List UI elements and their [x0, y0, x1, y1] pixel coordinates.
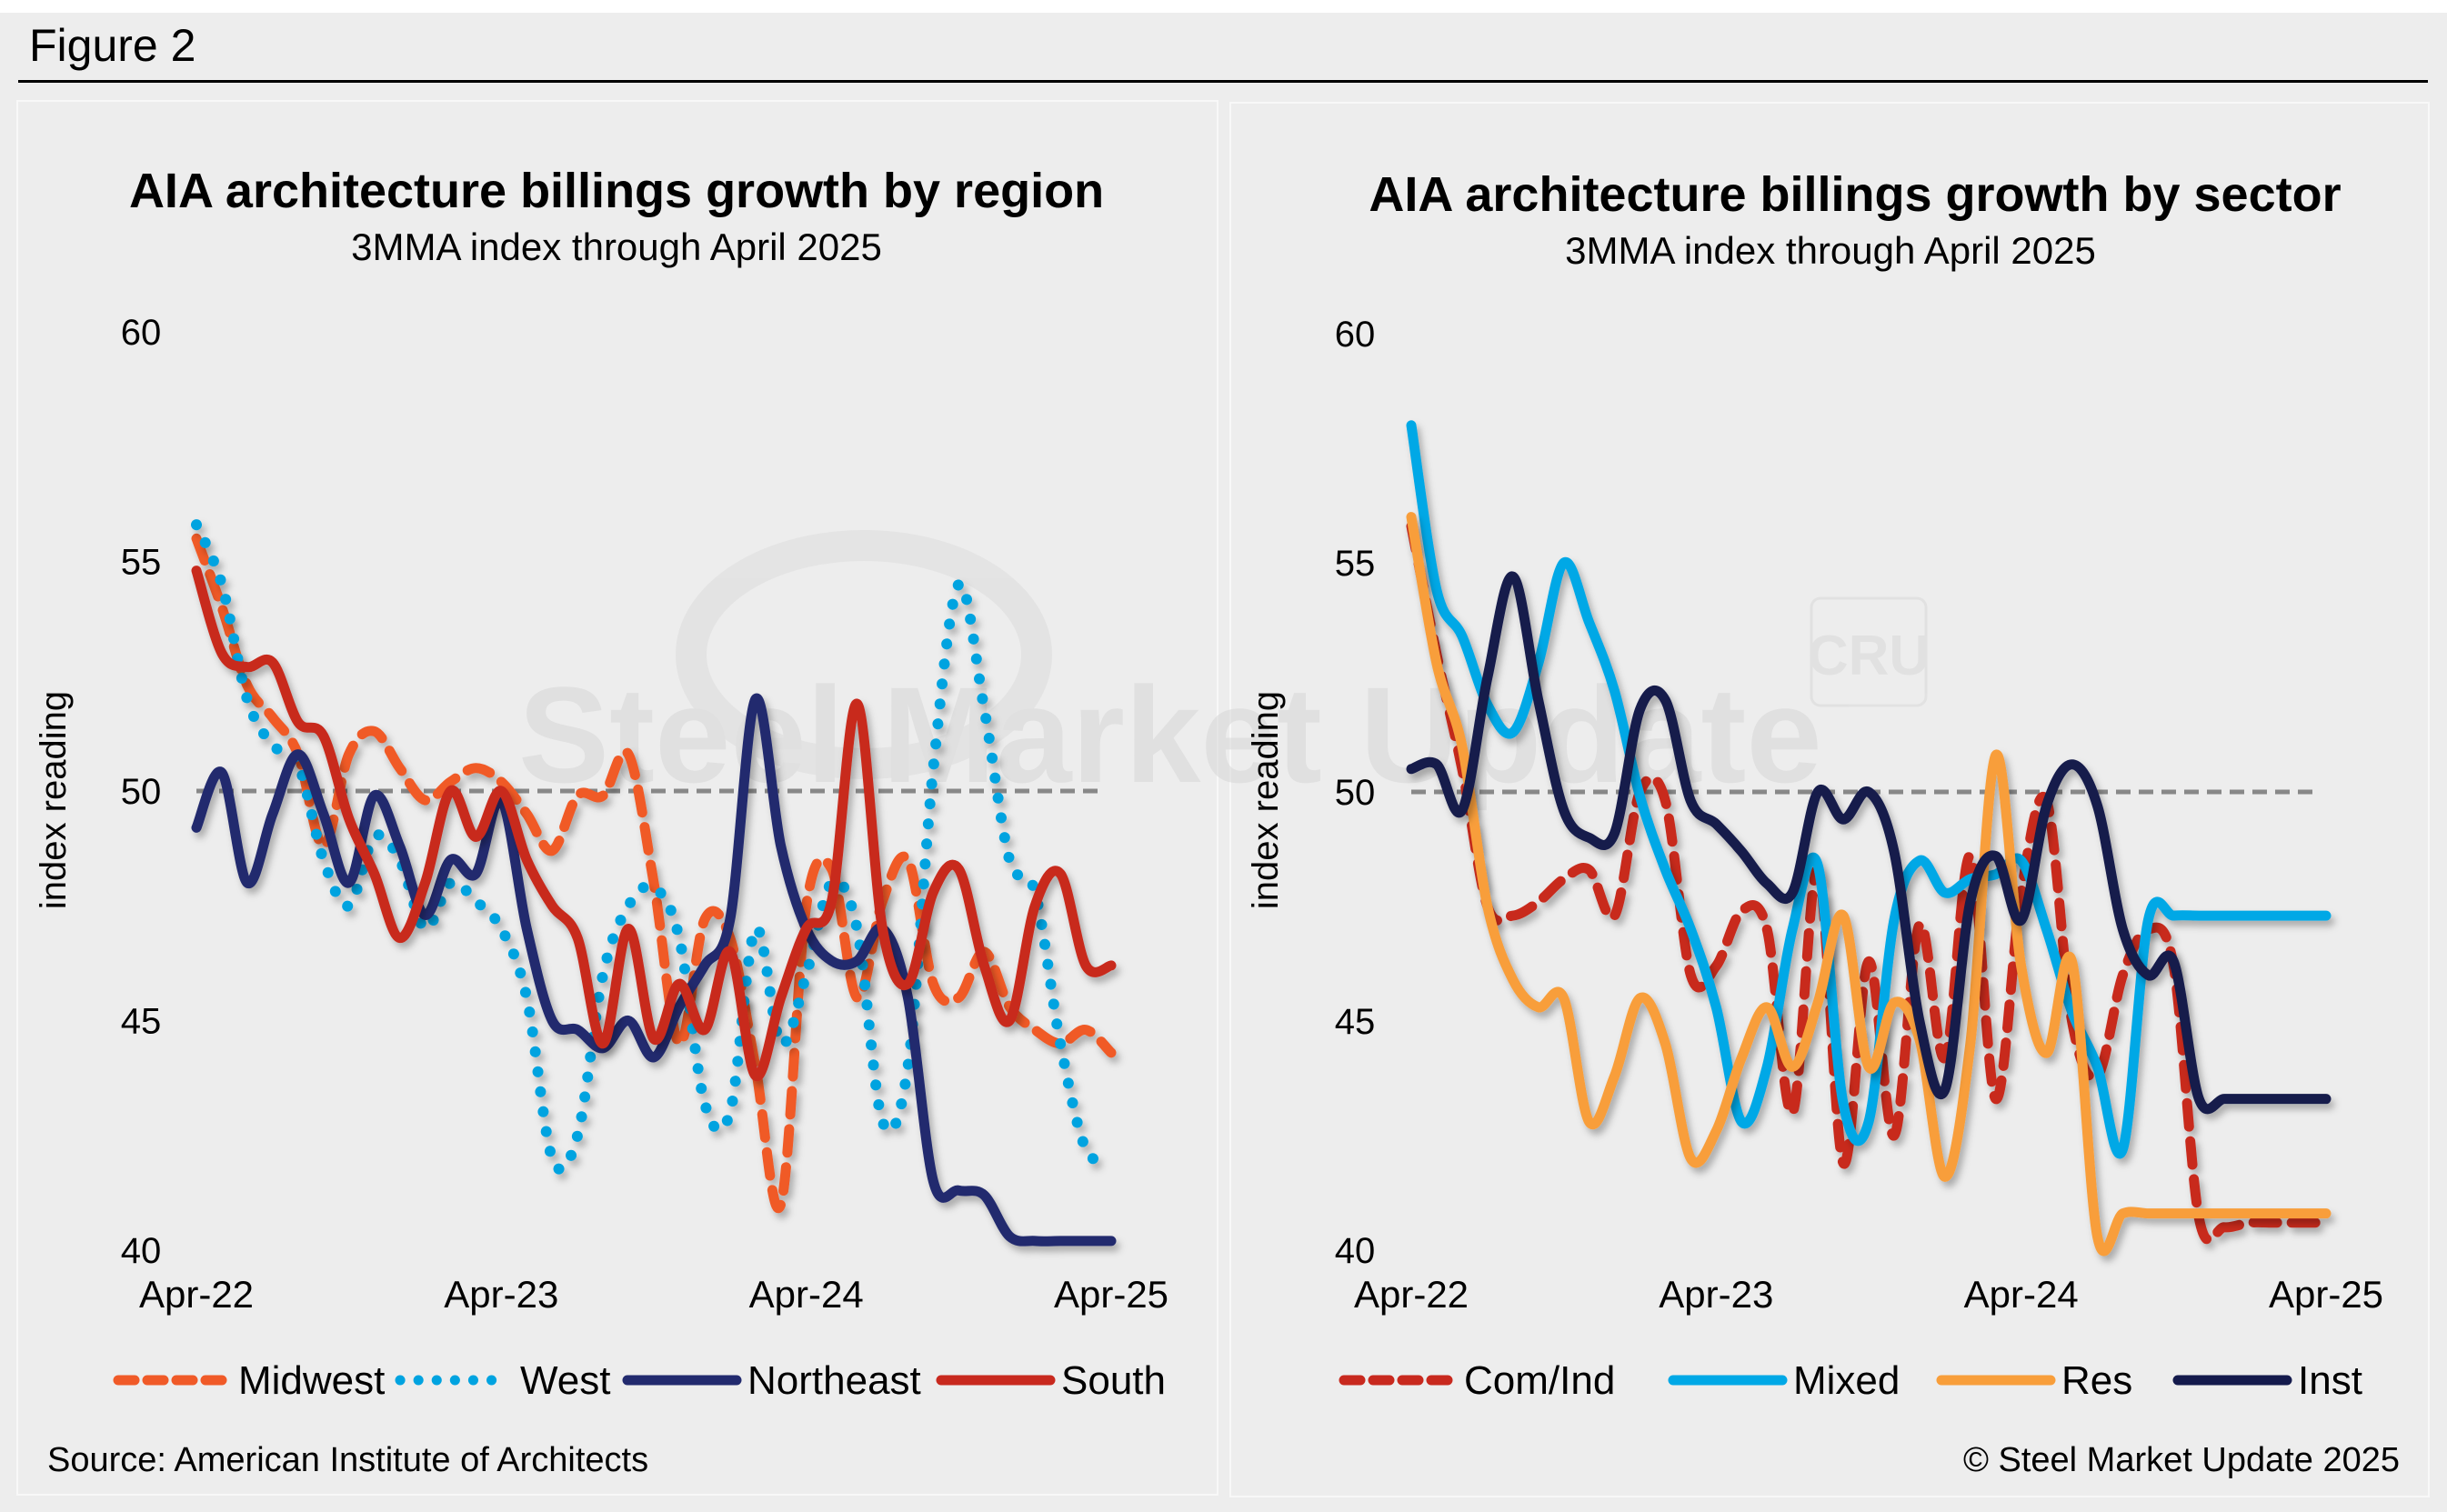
y-axis-label: index reading	[1246, 691, 1286, 909]
source-note: Source: American Institute of Architects	[47, 1441, 649, 1479]
x-tick-label: Apr-25	[2269, 1273, 2383, 1316]
legend-label: Northeast	[747, 1358, 921, 1403]
y-tick-label: 40	[1335, 1231, 1376, 1271]
figure-title: Figure 2	[29, 20, 196, 71]
x-tick-label: Apr-22	[139, 1273, 254, 1316]
chart-subtitle: 3MMA index through April 2025	[351, 225, 882, 268]
legend-label: South	[1061, 1358, 1166, 1403]
series-lines	[191, 519, 1117, 1247]
series-line-midwest	[191, 533, 1117, 1213]
y-tick-label: 60	[121, 313, 162, 353]
chart-title: AIA architecture billings growth by regi…	[129, 164, 1104, 218]
x-tick-label: Apr-22	[1354, 1273, 1469, 1316]
y-tick-label: 40	[121, 1231, 162, 1271]
series-line-res	[1406, 512, 2332, 1257]
legend-label: Com/Ind	[1464, 1358, 1615, 1403]
chart-title: AIA architecture billings growth by sect…	[1369, 167, 2341, 222]
cru-logo-box-icon	[1810, 596, 1928, 707]
series-line-mixed	[1406, 420, 2332, 1159]
series-line-northeast	[191, 693, 1117, 1247]
watermark-text: Steel Market Update	[518, 658, 1822, 811]
legend-label: Mixed	[1793, 1358, 1900, 1403]
y-tick-labels: 60 55 50 45 40	[1335, 315, 1376, 1271]
legend: Com/Ind Mixed Res Inst	[1339, 1358, 2362, 1403]
series-line-west	[191, 519, 1117, 1176]
legend-label: Inst	[2298, 1358, 2362, 1403]
legend-label: Midwest	[238, 1358, 385, 1403]
x-tick-label: Apr-24	[1964, 1273, 2079, 1316]
legend-label: Res	[2061, 1358, 2132, 1403]
watermark: Steel Market Update CRU	[518, 530, 1930, 811]
x-tick-label: Apr-24	[749, 1273, 864, 1316]
y-tick-label: 45	[121, 1002, 162, 1042]
y-axis-label: index reading	[34, 691, 74, 909]
x-tick-labels: Apr-22 Apr-23 Apr-24 Apr-25	[1354, 1273, 2383, 1316]
x-tick-labels: Apr-22 Apr-23 Apr-24 Apr-25	[139, 1273, 1168, 1316]
y-tick-label: 55	[1335, 544, 1376, 584]
chart-region: AIA architecture billings growth by regi…	[34, 164, 1168, 1403]
x-tick-label: Apr-23	[444, 1273, 558, 1316]
figure-title-rule	[18, 80, 2428, 83]
series-lines	[1406, 420, 2332, 1257]
copyright-note: © Steel Market Update 2025	[1962, 1441, 2400, 1479]
x-tick-label: Apr-25	[1054, 1273, 1168, 1316]
legend: Midwest West Northeast South	[113, 1358, 1166, 1403]
x-tick-label: Apr-23	[1659, 1273, 1773, 1316]
chart-sector: AIA architecture billings growth by sect…	[1246, 167, 2383, 1403]
y-tick-label: 50	[121, 772, 162, 812]
y-tick-labels: 60 55 50 45 40	[121, 313, 162, 1271]
chart-panel-region	[16, 100, 1218, 1496]
y-tick-label: 60	[1335, 315, 1376, 355]
y-tick-label: 50	[1335, 773, 1376, 813]
chart-subtitle: 3MMA index through April 2025	[1565, 229, 2096, 272]
y-tick-label: 45	[1335, 1002, 1376, 1042]
legend-label: West	[520, 1358, 610, 1403]
series-line-south	[191, 566, 1117, 1082]
cru-logo-text: CRU	[1808, 625, 1930, 687]
y-tick-label: 55	[121, 543, 162, 583]
series-line-inst	[1406, 571, 2332, 1115]
